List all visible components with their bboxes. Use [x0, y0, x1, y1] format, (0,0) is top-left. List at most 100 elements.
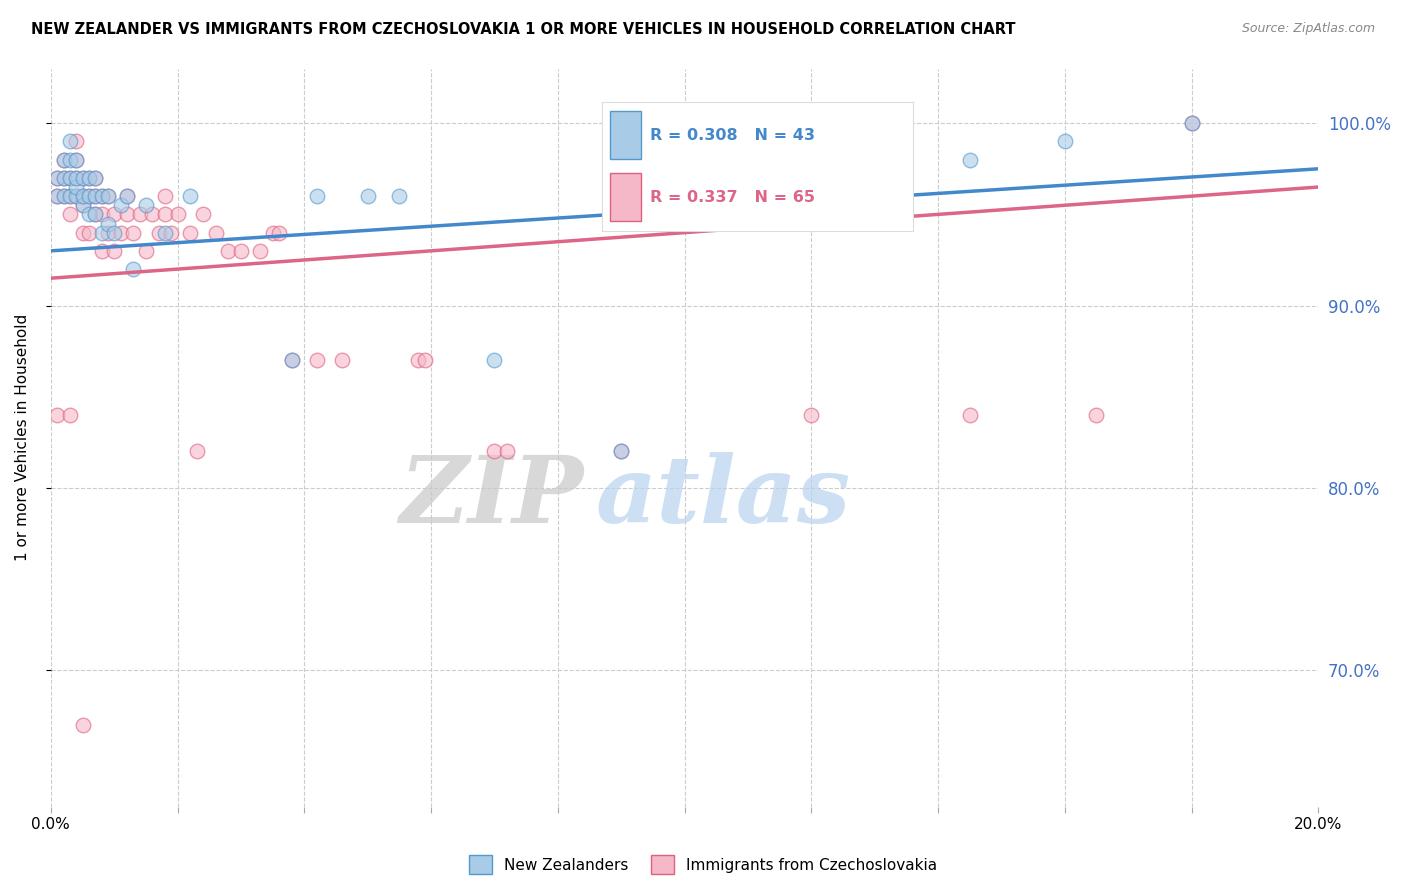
Point — [72, 189, 94, 203]
Point — [77, 189, 100, 203]
Point — [135, 244, 157, 258]
Point — [122, 226, 145, 240]
Text: Source: ZipAtlas.com: Source: ZipAtlas.com — [1241, 22, 1375, 36]
Point — [959, 153, 981, 167]
Point — [46, 170, 69, 185]
Point — [46, 408, 69, 422]
Point — [305, 353, 328, 368]
Point — [46, 170, 69, 185]
Point — [72, 198, 94, 212]
Point — [59, 170, 82, 185]
Point — [59, 189, 82, 203]
Point — [1085, 408, 1108, 422]
Point — [484, 444, 506, 458]
Point — [90, 244, 112, 258]
Point — [72, 226, 94, 240]
Point — [52, 189, 75, 203]
Point — [737, 189, 759, 203]
Point — [77, 189, 100, 203]
Point — [65, 170, 87, 185]
Point — [52, 153, 75, 167]
Point — [103, 244, 125, 258]
Point — [65, 135, 87, 149]
Point — [90, 189, 112, 203]
Point — [484, 353, 506, 368]
Point — [115, 189, 138, 203]
Text: ZIP: ZIP — [399, 452, 583, 541]
Point — [65, 180, 87, 194]
Point — [204, 226, 226, 240]
Point — [52, 153, 75, 167]
Point — [46, 189, 69, 203]
Point — [122, 262, 145, 277]
Point — [59, 135, 82, 149]
Point — [191, 207, 214, 221]
Point — [84, 170, 107, 185]
Point — [59, 170, 82, 185]
Point — [267, 226, 290, 240]
Point — [148, 226, 170, 240]
Point — [280, 353, 302, 368]
Point — [52, 170, 75, 185]
Point — [77, 170, 100, 185]
Point — [179, 189, 201, 203]
Point — [65, 153, 87, 167]
Point — [135, 198, 157, 212]
Text: atlas: atlas — [596, 452, 851, 541]
Point — [72, 189, 94, 203]
Y-axis label: 1 or more Vehicles in Household: 1 or more Vehicles in Household — [15, 314, 30, 561]
Point — [141, 207, 163, 221]
Point — [52, 189, 75, 203]
Point — [110, 198, 132, 212]
Point — [186, 444, 208, 458]
Legend: New Zealanders, Immigrants from Czechoslovakia: New Zealanders, Immigrants from Czechosl… — [463, 849, 943, 880]
Point — [90, 207, 112, 221]
Point — [280, 353, 302, 368]
Point — [52, 170, 75, 185]
Point — [959, 408, 981, 422]
Point — [90, 226, 112, 240]
Point — [179, 226, 201, 240]
Point — [153, 226, 176, 240]
Point — [610, 444, 633, 458]
Point — [72, 718, 94, 732]
Point — [59, 189, 82, 203]
Point — [59, 207, 82, 221]
Point — [59, 153, 82, 167]
Point — [84, 207, 107, 221]
Point — [1180, 116, 1202, 130]
Point — [217, 244, 239, 258]
Point — [153, 189, 176, 203]
Point — [610, 444, 633, 458]
Text: NEW ZEALANDER VS IMMIGRANTS FROM CZECHOSLOVAKIA 1 OR MORE VEHICLES IN HOUSEHOLD : NEW ZEALANDER VS IMMIGRANTS FROM CZECHOS… — [31, 22, 1015, 37]
Point — [84, 170, 107, 185]
Point — [97, 217, 120, 231]
Point — [65, 189, 87, 203]
Point — [97, 189, 120, 203]
Point — [229, 244, 252, 258]
Point — [97, 189, 120, 203]
Point — [46, 189, 69, 203]
Point — [72, 170, 94, 185]
Point — [408, 353, 430, 368]
Point — [115, 207, 138, 221]
Point — [357, 189, 380, 203]
Point — [90, 189, 112, 203]
Point — [496, 444, 519, 458]
Point — [84, 189, 107, 203]
Point — [388, 189, 411, 203]
Point — [77, 170, 100, 185]
Point — [160, 226, 183, 240]
Point — [262, 226, 284, 240]
Point — [249, 244, 271, 258]
Point — [110, 226, 132, 240]
Point — [413, 353, 436, 368]
Point — [84, 207, 107, 221]
Point — [1180, 116, 1202, 130]
Point — [65, 189, 87, 203]
Point — [77, 207, 100, 221]
Point — [84, 189, 107, 203]
Point — [103, 207, 125, 221]
Point — [59, 408, 82, 422]
Point — [72, 170, 94, 185]
